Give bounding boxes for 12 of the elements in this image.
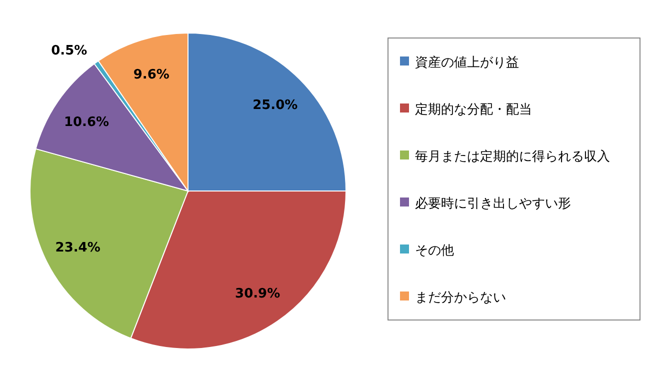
data-label: 30.9%	[235, 286, 280, 302]
legend-label: 毎月または定期的に得られる収入	[415, 150, 610, 164]
data-label: 0.5%	[51, 43, 88, 58]
legend-label: 必要時に引き出しやすい形	[415, 196, 571, 212]
data-label: 9.6%	[133, 67, 170, 82]
data-label: 23.4%	[55, 240, 100, 256]
data-label: 25.0%	[252, 98, 298, 113]
legend-label: その他	[415, 244, 454, 258]
data-label: 10.6%	[64, 115, 110, 130]
legend-label: 資産の値上がり益	[415, 54, 519, 70]
legend-label: まだ分からない	[415, 290, 506, 306]
legend-label: 定期的な分配・配当	[415, 102, 532, 118]
